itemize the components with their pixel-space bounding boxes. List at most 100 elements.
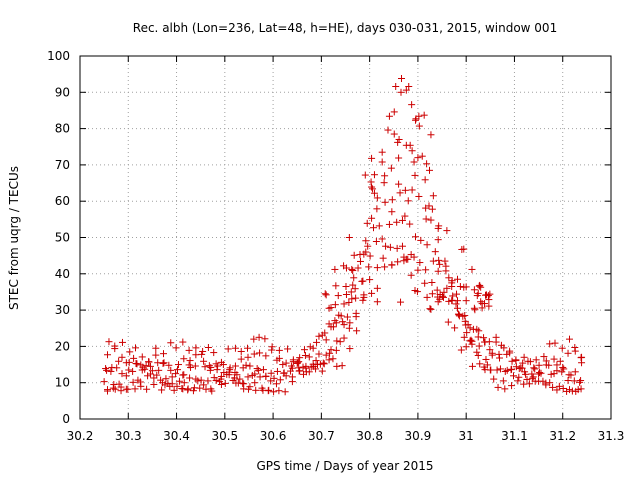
data-point (577, 385, 585, 393)
data-point (133, 360, 141, 368)
data-point (286, 367, 294, 375)
data-point (179, 371, 187, 379)
data-point (187, 363, 195, 371)
data-point (537, 369, 545, 377)
data-point (342, 283, 350, 291)
data-point (365, 263, 373, 271)
data-point (551, 339, 559, 347)
data-point (435, 222, 443, 230)
data-point (385, 220, 393, 228)
data-point (267, 377, 275, 385)
data-point (366, 276, 374, 284)
data-point (577, 377, 585, 385)
data-point (340, 300, 348, 308)
data-point (410, 158, 418, 166)
data-point (547, 370, 555, 378)
data-point (414, 266, 422, 274)
data-point (131, 385, 139, 393)
data-point (111, 342, 119, 350)
data-point (508, 357, 516, 365)
data-point (407, 271, 415, 279)
data-point (295, 358, 303, 366)
data-point (100, 378, 108, 386)
data-point (485, 302, 493, 310)
data-point (426, 305, 434, 313)
data-point (174, 366, 182, 374)
data-point (441, 257, 449, 265)
data-point (250, 350, 258, 358)
data-point (449, 292, 457, 300)
x-tick-labels: 30.2 30.3 30.4 30.5 30.6 30.7 30.8 30.9 31 31.1 31… (67, 429, 625, 443)
data-point (175, 377, 183, 385)
data-point (564, 377, 572, 385)
data-point (362, 237, 370, 245)
x-tick-label: 30.9 (405, 429, 432, 443)
data-point (139, 363, 147, 371)
data-point (360, 250, 368, 258)
x-tick-label: 30.5 (211, 429, 238, 443)
data-point (342, 290, 350, 298)
data-point (192, 375, 200, 383)
data-point (423, 241, 431, 249)
data-point (436, 260, 444, 268)
data-point (185, 346, 193, 354)
data-point (421, 176, 429, 184)
data-point (204, 343, 212, 351)
data-point (486, 346, 494, 354)
data-point (352, 294, 360, 302)
data-point (322, 291, 330, 299)
data-point (327, 323, 335, 331)
data-point (535, 377, 543, 385)
data-point (392, 82, 400, 90)
data-point (408, 186, 416, 194)
data-point (381, 263, 389, 271)
data-point (381, 172, 389, 180)
data-point (417, 236, 425, 244)
data-point (152, 344, 160, 352)
data-point (343, 313, 351, 321)
data-point (408, 101, 416, 109)
data-point (494, 383, 502, 391)
data-point (425, 166, 433, 174)
data-point (503, 350, 511, 358)
data-point (302, 362, 310, 370)
data-point (568, 387, 576, 395)
data-point (244, 373, 252, 381)
data-point (180, 379, 188, 387)
x-tick-label: 31 (459, 429, 474, 443)
y-tick-label: 40 (55, 267, 70, 281)
data-point (160, 359, 168, 367)
data-point (378, 148, 386, 156)
data-point (406, 220, 414, 228)
data-point (270, 388, 278, 396)
data-point (230, 374, 238, 382)
data-point (200, 381, 208, 389)
data-point (337, 312, 345, 320)
data-point (159, 359, 167, 367)
data-point (146, 362, 154, 370)
x-tick-label: 30.2 (67, 429, 94, 443)
data-point (462, 343, 470, 351)
data-point (143, 385, 151, 393)
data-point (477, 283, 485, 291)
data-point (255, 366, 263, 374)
data-point (469, 325, 477, 333)
data-point (444, 318, 452, 326)
data-point (179, 338, 187, 346)
data-point (168, 380, 176, 388)
data-point (206, 366, 214, 374)
data-point (316, 360, 324, 368)
data-point (393, 218, 401, 226)
data-point (217, 381, 225, 389)
y-axis-label: STEC from uqrg / TECUs (7, 166, 21, 310)
data-point (520, 353, 528, 361)
data-point (384, 126, 392, 134)
data-point (312, 365, 320, 373)
y-tick-label: 80 (55, 122, 70, 136)
plot-frame (79, 55, 612, 420)
data-point (474, 351, 482, 359)
data-point (352, 309, 360, 317)
x-tick-label: 30.6 (260, 429, 287, 443)
data-point (416, 259, 424, 267)
data-point (312, 357, 320, 365)
